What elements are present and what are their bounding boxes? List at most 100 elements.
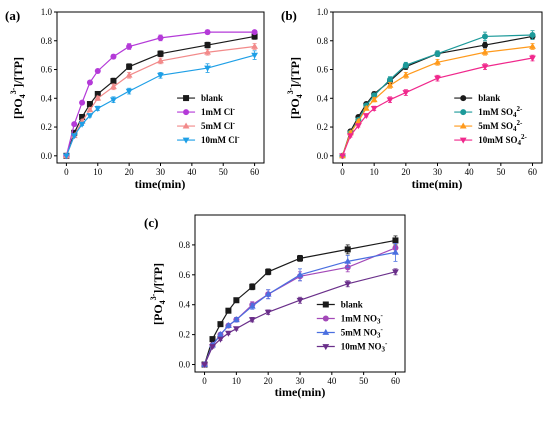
x-tick-label: 10	[93, 167, 103, 177]
y-axis-label: [PO43-]/[TP]	[9, 57, 27, 119]
data-point	[339, 153, 346, 160]
chart-panel-c: 0 10 20 30 40 50 60 0.0 0.2 0.4 0.6 0.8 (c) time(min)…	[144, 214, 406, 399]
data-point	[482, 42, 488, 49]
x-tick-label: 60	[391, 376, 401, 386]
series-line	[203, 239, 396, 365]
data-point	[79, 113, 86, 120]
legend-marker	[182, 137, 190, 144]
y-tick-label: 0.8	[317, 36, 329, 46]
data-point	[392, 248, 399, 255]
legend-entry: 1mM SO42-	[478, 105, 523, 119]
series-line	[65, 31, 255, 156]
legend-entry: blank	[201, 93, 223, 103]
data-point	[434, 50, 441, 57]
data-point	[481, 48, 489, 55]
data-point	[248, 317, 256, 324]
x-tick-label: 30	[156, 167, 166, 177]
legend-entry: 5mM SO42-	[478, 119, 523, 133]
data-point	[386, 81, 394, 88]
y-tick-label: 0.4	[179, 300, 191, 310]
data-point	[296, 297, 304, 304]
series-line	[341, 57, 533, 157]
data-point	[370, 105, 378, 112]
y-tick-label: 1.0	[41, 7, 53, 17]
data-point	[481, 64, 489, 71]
y-tick-label: 0.0	[179, 360, 191, 370]
y-tick-label: 1.0	[317, 7, 329, 17]
chart-panel-b: 0 10 20 30 40 50 60 0.0 0.2 0.4 0.6 0.8 1.0 (b) time(m…	[281, 7, 543, 191]
series-line	[203, 271, 396, 365]
data-point	[386, 97, 394, 104]
legend-marker	[322, 301, 329, 308]
data-point	[370, 96, 378, 103]
x-tick-label: 50	[359, 376, 369, 386]
x-tick-label: 40	[465, 167, 475, 177]
data-point	[110, 97, 117, 104]
data-point	[264, 290, 272, 297]
series-5mm-cl	[63, 42, 258, 159]
data-point	[209, 344, 216, 351]
data-point	[110, 78, 117, 85]
data-point	[529, 42, 536, 49]
x-tick-label: 60	[528, 167, 538, 177]
legend-entry: blank	[341, 299, 363, 309]
data-point	[529, 32, 536, 39]
y-tick-label: 0.6	[41, 65, 53, 75]
y-tick-label: 0.0	[41, 151, 53, 161]
data-point	[63, 153, 70, 160]
x-tick-label: 0	[64, 167, 69, 177]
data-point	[434, 75, 441, 82]
y-tick-label: 0.6	[317, 65, 329, 75]
x-axis-label: time(min)	[412, 177, 463, 191]
data-point	[344, 246, 351, 253]
data-point	[529, 55, 536, 62]
x-tick-label: 60	[250, 167, 260, 177]
y-tick-label: 0.4	[317, 93, 329, 103]
data-point	[204, 29, 211, 36]
legend-marker	[182, 122, 190, 129]
x-tick-label: 50	[496, 167, 506, 177]
legend-marker	[322, 328, 330, 335]
series-blank	[63, 33, 258, 159]
data-point	[94, 90, 101, 97]
data-point	[217, 321, 224, 328]
data-point	[297, 255, 303, 262]
x-tick-label: 30	[296, 376, 306, 386]
legend-entry: blank	[478, 93, 500, 103]
data-point	[79, 99, 86, 106]
data-point	[264, 309, 272, 316]
data-point	[296, 271, 304, 278]
x-tick-label: 20	[401, 167, 411, 177]
y-tick-label: 0.2	[179, 330, 190, 340]
data-point	[402, 62, 409, 69]
panel-label: (b)	[281, 8, 297, 23]
legend-marker	[322, 315, 329, 322]
data-point	[125, 71, 133, 78]
legend: blank 1mM Cl- 5mM Cl- 10mM Cl-	[177, 93, 240, 145]
x-tick-label: 50	[219, 167, 229, 177]
series-blank	[201, 235, 399, 368]
data-point	[110, 83, 117, 90]
y-tick-label: 0.0	[317, 151, 329, 161]
data-point	[362, 104, 370, 111]
y-axis-label: [PO43-]/[TP]	[286, 57, 304, 119]
data-point	[392, 269, 399, 276]
panel-label: (a)	[5, 8, 20, 23]
series-line	[65, 54, 255, 157]
data-point	[402, 90, 410, 97]
legend-marker	[183, 109, 190, 116]
data-point	[94, 94, 102, 101]
x-tick-label: 10	[370, 167, 380, 177]
data-point	[217, 336, 224, 343]
data-point	[204, 42, 211, 49]
legend: blank 1mM SO42-5mM SO42-10mM SO42-	[454, 93, 527, 147]
series-line	[65, 45, 255, 157]
data-point	[204, 65, 211, 72]
data-point	[86, 79, 93, 86]
y-tick-label: 0.6	[179, 270, 191, 280]
legend-entry: 5mM NO3-	[341, 325, 384, 339]
data-point	[209, 336, 216, 343]
chart-panel-a: 0 10 20 30 40 50 60 0.0 0.2 0.4 0.6 0.8 1.0 (a) time(m…	[5, 7, 265, 191]
data-point	[204, 48, 211, 55]
data-point	[126, 63, 133, 70]
